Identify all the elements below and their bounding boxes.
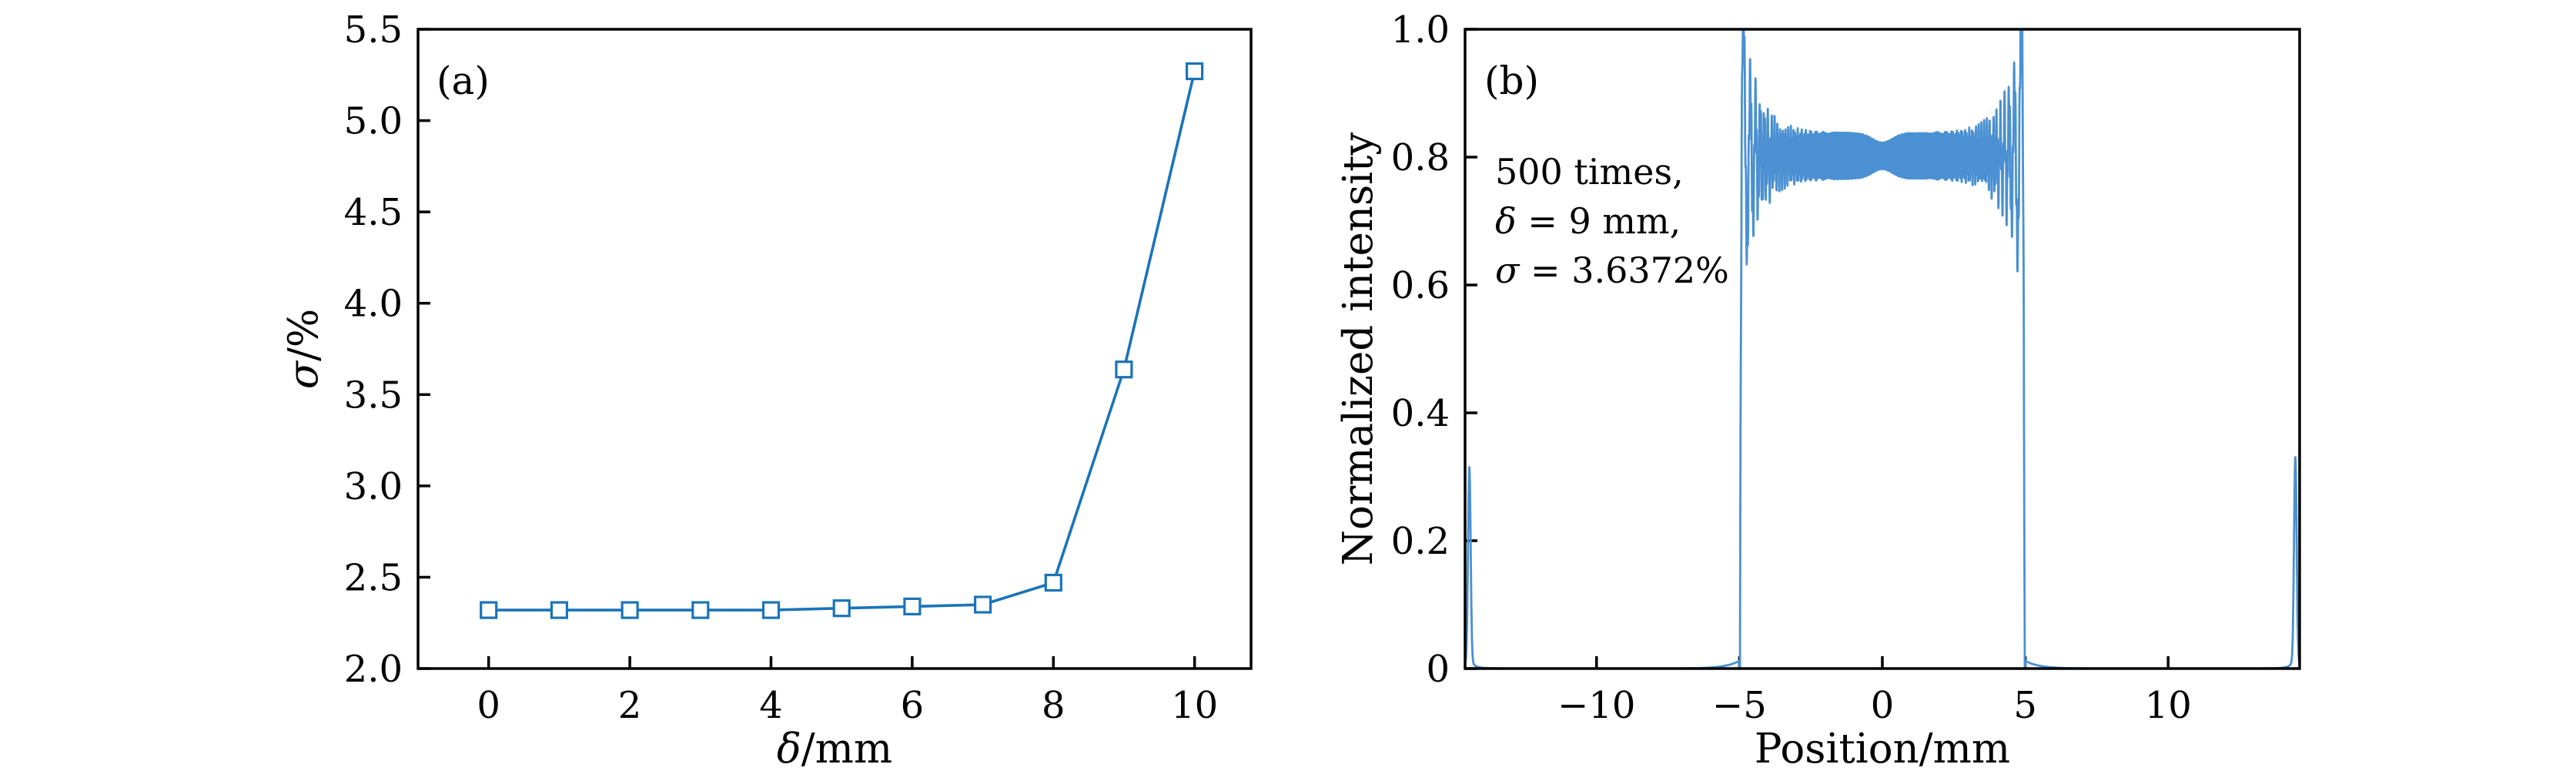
panel-a-letter: (a) (437, 59, 490, 103)
annotation-line-2: δ = 9 mm, (1495, 200, 1681, 242)
x-tick-label: 10 (1171, 684, 1218, 727)
annotation-line-1: 500 times, (1495, 151, 1684, 193)
annotation-line-3: σ = 3.6372% (1495, 250, 1729, 291)
y-tick-label: 3.5 (344, 374, 403, 417)
x-tick-label: 0 (477, 684, 500, 727)
y-tick-label: 0.2 (1391, 520, 1450, 563)
x-tick-label: 4 (759, 684, 783, 727)
data-point-marker (691, 601, 710, 619)
x-tick-label: 10 (2145, 684, 2192, 727)
x-tick-label: −5 (1712, 684, 1767, 727)
panel-b-ticks: −10 −5 0 5 10 0 0.2 0.4 0.6 0.8 1.0 (1391, 8, 2192, 727)
y-tick-label: 0.6 (1391, 264, 1450, 307)
panel-b-xaxis-label: Position/mm (1755, 726, 2010, 773)
data-point-marker (761, 601, 781, 619)
data-point-marker (550, 601, 569, 619)
y-tick-label: 4.5 (344, 191, 403, 234)
data-point-marker (1044, 573, 1062, 592)
data-point-marker (903, 597, 922, 616)
y-tick-label: 0 (1426, 648, 1450, 691)
sigma-vs-delta-line (488, 71, 1196, 612)
data-point-marker (621, 601, 639, 619)
panel-a-yaxis-label: σ/% (280, 309, 327, 389)
x-tick-label: 0 (1871, 684, 1895, 727)
data-point-marker (1185, 62, 1204, 81)
intensity-profile-line (1464, 28, 2301, 670)
y-tick-label: 4.0 (344, 283, 403, 326)
panel-b: −10 −5 0 5 10 0 0.2 0.4 0.6 0.8 1.0 (b) Position/m… (1335, 8, 2301, 773)
y-tick-label: 3.0 (344, 465, 403, 508)
panel-a-ticks: 0 2 4 6 8 10 2.0 2.5 3.0 3.5 4.0 4.5 5.0 5.5 (344, 8, 1219, 727)
panel-b-curve (1464, 28, 2301, 670)
x-tick-label: 2 (618, 684, 642, 727)
data-point-marker (480, 601, 498, 619)
panel-a-curve (480, 62, 1204, 619)
y-tick-label: 5.5 (344, 8, 403, 52)
x-tick-label: 5 (2013, 684, 2037, 727)
y-tick-label: 1.0 (1391, 8, 1450, 52)
panel-a-xaxis-label: δ/mm (777, 726, 892, 773)
x-tick-label: 8 (1042, 684, 1066, 727)
x-tick-label: −10 (1557, 684, 1635, 727)
y-tick-label: 2.0 (344, 648, 403, 691)
data-point-marker (973, 595, 992, 614)
panel-a-frame (417, 28, 1253, 670)
panel-a: 0 2 4 6 8 10 2.0 2.5 3.0 3.5 4.0 4.5 5.0 5.5 (a) δ/mm… (280, 8, 1253, 773)
panel-b-letter: (b) (1484, 59, 1539, 103)
y-tick-label: 0.8 (1391, 136, 1450, 179)
data-point-marker (1115, 360, 1133, 379)
y-tick-label: 2.5 (344, 556, 403, 599)
data-point-marker (832, 599, 851, 618)
y-tick-label: 0.4 (1391, 392, 1450, 435)
y-tick-label: 5.0 (344, 100, 403, 143)
panel-b-yaxis-label: Normalized intensity (1335, 132, 1382, 566)
panel-b-annotation: 500 times, δ = 9 mm, σ = 3.6372% (1495, 151, 1729, 291)
panel-b-frame (1464, 28, 2301, 670)
x-tick-label: 6 (901, 684, 925, 727)
